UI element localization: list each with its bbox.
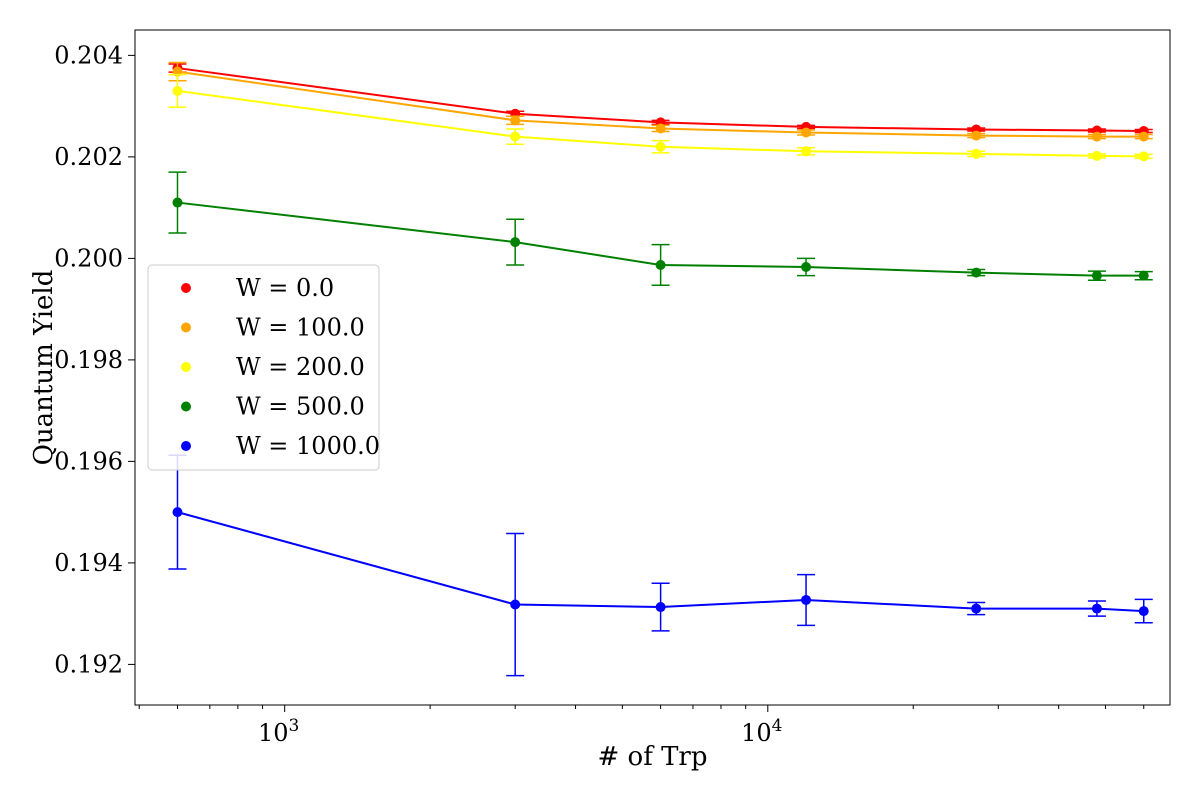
data-point <box>971 130 982 141</box>
legend-marker <box>181 362 191 372</box>
data-point <box>172 85 183 96</box>
y-axis: 0.192 0.194 0.196 0.198 0.200 0.202 0.204 <box>54 41 135 678</box>
legend-label: W = 0.0 <box>236 274 334 302</box>
legend-label: W = 100.0 <box>236 314 365 342</box>
legend-item: W = 100.0 <box>181 314 365 342</box>
y-axis-label: Quantum Yield <box>29 270 59 466</box>
data-point <box>1091 131 1102 142</box>
y-tick-label: 0.196 <box>54 447 123 475</box>
y-tick-label: 0.204 <box>54 41 123 69</box>
series-w-1000-0 <box>168 454 1153 677</box>
data-point <box>1091 603 1102 614</box>
data-point <box>172 507 183 518</box>
y-tick-label: 0.200 <box>54 244 123 272</box>
data-point <box>655 602 666 613</box>
legend-marker <box>181 322 191 333</box>
legend-box <box>147 264 380 471</box>
data-point <box>510 115 521 126</box>
y-tick-label: 0.202 <box>54 143 123 171</box>
legend-item: W = 200.0 <box>181 353 365 381</box>
legend-item: W = 1000.0 <box>181 432 380 460</box>
y-tick-label: 0.194 <box>54 549 123 577</box>
legend-label: W = 200.0 <box>236 353 365 381</box>
data-point <box>971 148 982 159</box>
x-tick-label: 103 <box>258 716 299 747</box>
legend-marker <box>181 441 191 451</box>
plot-frame <box>134 29 1171 706</box>
data-point <box>971 603 982 614</box>
data-point <box>655 259 666 270</box>
data-point <box>510 131 521 142</box>
data-point <box>172 197 183 208</box>
data-point <box>1138 606 1149 617</box>
data-point <box>1138 270 1149 281</box>
legend: W = 0.0 W = 100.0 W = 200.0 W = 500.0 W = 10… <box>147 264 380 471</box>
legend-item: W = 500.0 <box>181 393 365 421</box>
data-point <box>1091 270 1102 281</box>
legend-item: W = 0.0 <box>181 274 334 302</box>
series-w-100-0 <box>168 61 1153 142</box>
x-tick-label: 104 <box>741 716 782 747</box>
data-point <box>655 123 666 134</box>
series-w-500-0 <box>168 171 1153 287</box>
legend-label: W = 500.0 <box>236 393 365 421</box>
x-axis-label: # of Trp <box>597 742 707 772</box>
data-point <box>801 594 812 605</box>
legend-label: W = 1000.0 <box>236 432 380 460</box>
data-point <box>971 267 982 278</box>
y-tick-label: 0.192 <box>54 650 123 678</box>
data-point <box>510 237 521 248</box>
x-axis: 103 104 <box>138 705 1145 747</box>
data-point <box>655 141 666 152</box>
data-point <box>801 127 812 138</box>
data-point <box>1091 150 1102 161</box>
data-point <box>510 599 521 610</box>
series-w-200-0 <box>168 73 1153 162</box>
data-point <box>801 262 812 273</box>
plot-area <box>134 29 1171 706</box>
data-point <box>1138 131 1149 142</box>
legend-marker <box>181 401 191 412</box>
data-point <box>1138 151 1149 162</box>
y-tick-label: 0.198 <box>54 346 123 374</box>
data-point <box>801 146 812 157</box>
legend-marker <box>181 283 191 293</box>
